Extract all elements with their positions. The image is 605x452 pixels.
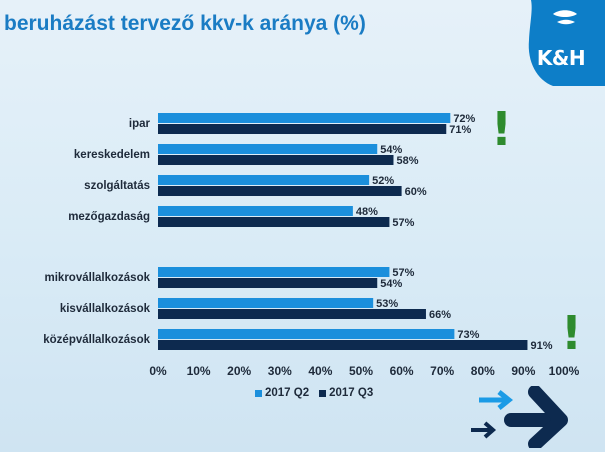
category-label: középvállalkozások [43,334,150,346]
bar [158,175,370,185]
legend-swatch-q3 [319,389,327,397]
x-tick-label: 60% [390,364,414,378]
exclamation-mark: ! [561,306,582,360]
data-label: 53% [376,298,398,310]
x-tick-label: 80% [471,364,495,378]
bar [158,267,390,277]
data-label: 72% [453,113,475,125]
x-tick-label: 30% [268,364,292,378]
category-label: mikrovállalkozások [45,272,151,284]
category-label: ipar [129,118,151,130]
bar [158,278,378,288]
bar [158,144,378,154]
legend-swatch-q2 [255,389,262,397]
exclamation-mark: ! [491,102,512,156]
arrows-decoration-icon [471,386,568,448]
x-tick-label: 90% [511,364,535,378]
bar [158,329,455,339]
x-tick-label: 0% [149,364,167,378]
data-label: 73% [457,329,479,341]
kh-logo [528,0,605,86]
chart-legend: 2017 Q2 2017 Q3 [255,387,373,399]
x-tick-label: 50% [349,364,373,378]
data-label: 54% [380,278,402,290]
bar [158,309,426,319]
legend-label-q3: 2017 Q3 [329,387,374,399]
data-label: 57% [392,217,414,229]
data-label: 91% [530,340,552,352]
data-label: 48% [356,206,378,218]
bar [158,113,451,123]
data-label: 52% [372,175,394,187]
bar [158,206,353,216]
legend-item-q2: 2017 Q2 [255,387,309,399]
category-label: mezőgazdaság [68,211,150,223]
x-tick-label: 40% [308,364,332,378]
data-label: 57% [392,267,414,279]
bar [158,124,447,134]
legend-label-q2: 2017 Q2 [265,387,310,399]
bar [158,340,528,350]
category-label: szolgáltatás [84,180,150,192]
bar [158,217,390,227]
x-tick-label: 20% [227,364,251,378]
bar [158,186,402,196]
x-tick-label: 100% [549,364,580,378]
category-label: kisvállalkozások [60,303,151,315]
x-tick-label: 10% [187,364,211,378]
x-tick-label: 70% [430,364,454,378]
bar [158,298,374,308]
bar [158,155,394,165]
data-label: 54% [380,144,402,156]
chart-title: beruházást tervező kkv-k aránya (%) [4,12,366,35]
logo-text: K&H [536,46,586,70]
data-label: 71% [449,124,471,136]
category-label: kereskedelem [74,149,150,161]
legend-item-q3: 2017 Q3 [319,387,373,399]
data-label: 60% [405,186,427,198]
data-label: 58% [396,155,418,167]
data-label: 66% [429,309,451,321]
